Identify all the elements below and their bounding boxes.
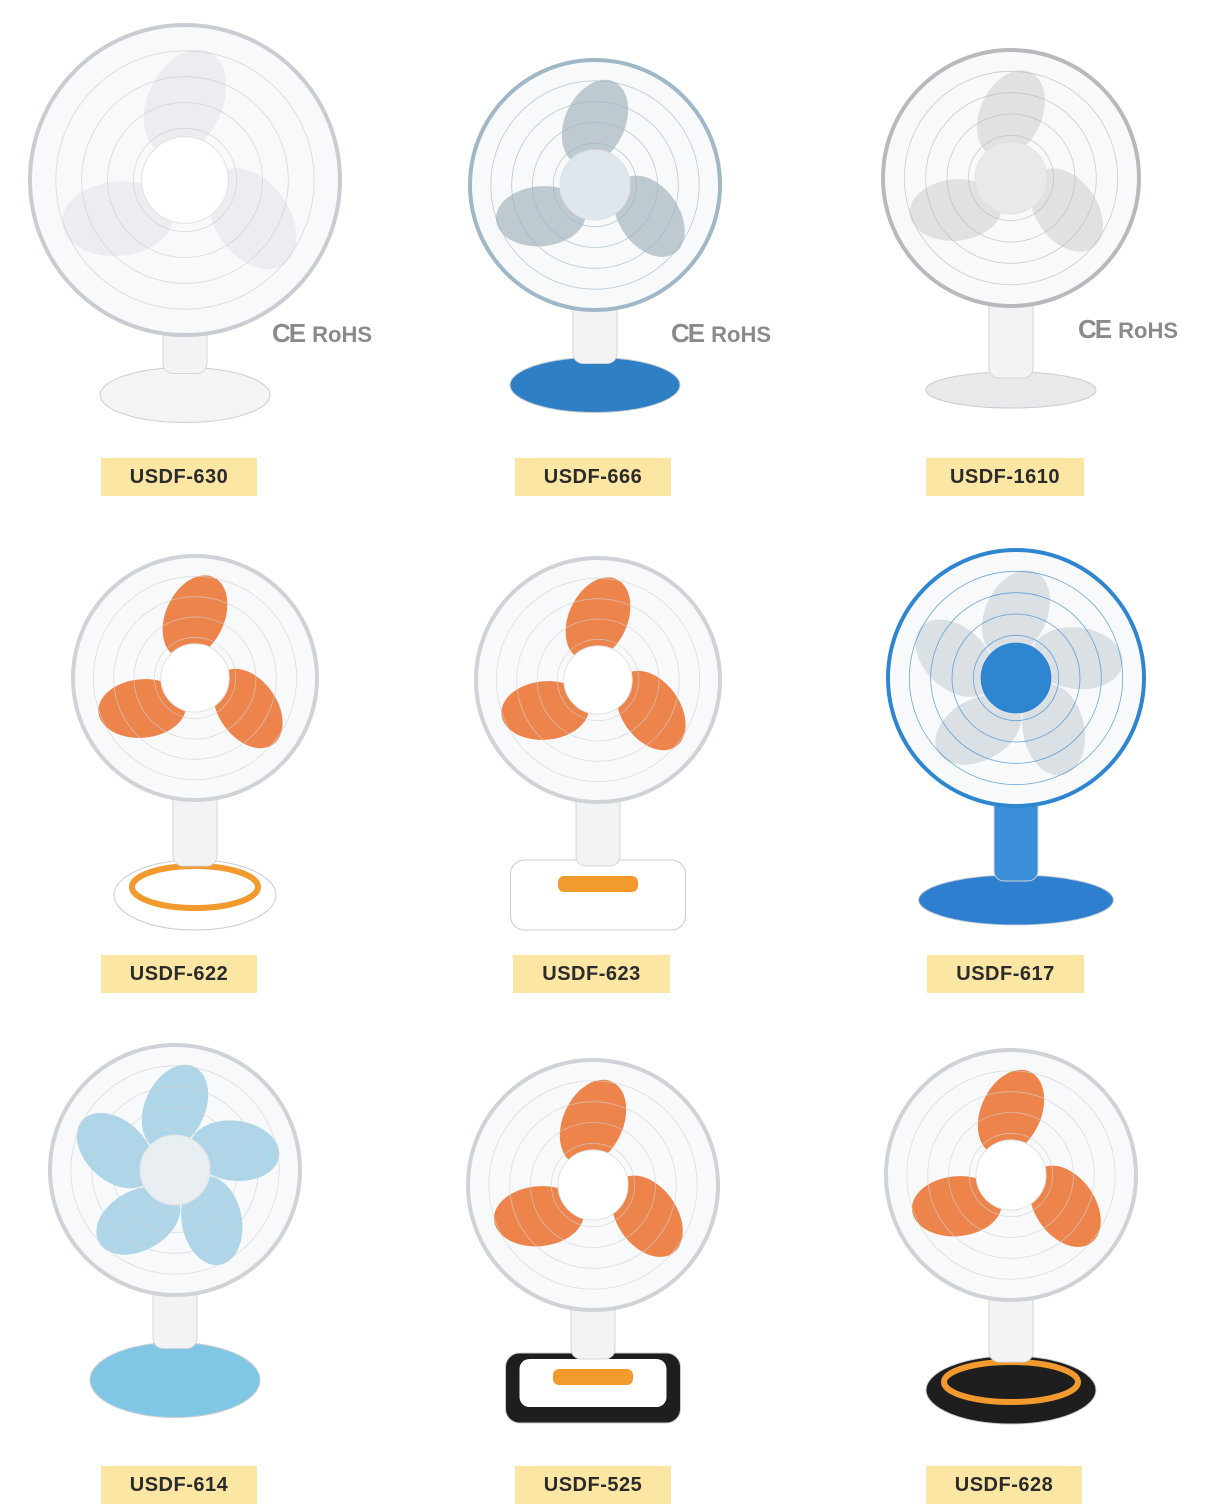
fan-image bbox=[884, 1048, 1138, 1425]
grill-wire bbox=[908, 570, 1124, 786]
grill-wire bbox=[112, 1107, 238, 1233]
grill-wire bbox=[488, 1080, 698, 1290]
model-label: USDF-525 bbox=[515, 1466, 671, 1504]
grill-wire bbox=[536, 618, 660, 742]
product-card[interactable]: CE RoHS USDF-666 bbox=[403, 0, 806, 500]
control-panel bbox=[558, 876, 638, 892]
fan-image bbox=[881, 48, 1141, 409]
certification-marks: CE RoHS bbox=[1078, 314, 1178, 345]
grill-wire bbox=[107, 102, 263, 258]
model-label: USDF-614 bbox=[101, 1466, 257, 1504]
fan-base bbox=[99, 367, 271, 423]
fan-image bbox=[474, 556, 722, 931]
grill-wire bbox=[951, 613, 1081, 743]
fan-hub bbox=[979, 641, 1053, 715]
fan-hub bbox=[975, 1139, 1047, 1211]
fan-image bbox=[468, 58, 722, 413]
ce-mark: CE bbox=[272, 318, 306, 348]
grill-wire bbox=[550, 1142, 636, 1228]
model-label: USDF-623 bbox=[513, 955, 670, 993]
fan-hub bbox=[139, 1134, 211, 1206]
rohs-mark: RoHS bbox=[312, 322, 373, 347]
grill-wire bbox=[903, 70, 1119, 286]
certification-marks: CE RoHS bbox=[272, 318, 372, 349]
product-card[interactable]: USDF-525 bbox=[403, 1000, 806, 1504]
product-card[interactable]: USDF-623 bbox=[403, 500, 806, 1000]
grill-wire bbox=[927, 1091, 1095, 1259]
grill-wire bbox=[133, 616, 257, 740]
fan-hub bbox=[559, 149, 631, 221]
grill-wire bbox=[948, 1112, 1074, 1238]
grill-wire bbox=[92, 575, 298, 781]
certification-marks: CE RoHS bbox=[671, 318, 771, 349]
model-label: USDF-666 bbox=[515, 458, 671, 496]
fan-base bbox=[89, 1342, 261, 1418]
model-label: USDF-1610 bbox=[926, 458, 1084, 496]
grill-wire bbox=[556, 638, 640, 722]
grill-wire bbox=[81, 76, 289, 284]
grill-wire bbox=[968, 1132, 1054, 1218]
grill-wire bbox=[906, 1070, 1116, 1280]
grill-wire bbox=[132, 127, 238, 233]
grill-wire bbox=[495, 577, 701, 783]
product-card[interactable]: USDF-628 bbox=[806, 1000, 1209, 1504]
grill-wire bbox=[967, 134, 1055, 222]
grill-wire bbox=[530, 1122, 656, 1248]
fan-base bbox=[918, 874, 1114, 926]
grill-wire bbox=[972, 634, 1060, 722]
grill-wire bbox=[113, 596, 277, 760]
fan-base bbox=[509, 357, 681, 413]
fan-image bbox=[71, 554, 319, 931]
product-card[interactable]: CE RoHS USDF-1610 bbox=[806, 0, 1209, 500]
grill-wire bbox=[55, 50, 315, 310]
fan-hub bbox=[141, 136, 229, 224]
grill-wire bbox=[946, 113, 1076, 243]
rohs-mark: RoHS bbox=[711, 322, 772, 347]
grill-wire bbox=[552, 142, 638, 228]
grill-wire bbox=[490, 80, 700, 290]
product-card[interactable]: USDF-617 bbox=[806, 500, 1209, 1000]
grill-wire bbox=[532, 122, 658, 248]
fan-image bbox=[886, 548, 1146, 926]
grill-wire bbox=[132, 1127, 218, 1213]
fan-hub bbox=[563, 645, 633, 715]
grill-wire bbox=[70, 1065, 280, 1275]
product-card[interactable]: CE RoHS USDF-630 bbox=[0, 0, 403, 500]
fan-image bbox=[48, 1043, 302, 1418]
fan-hub bbox=[160, 643, 230, 713]
grill-wire bbox=[511, 101, 679, 269]
grill-wire bbox=[153, 636, 237, 720]
product-card[interactable]: USDF-614 bbox=[0, 1000, 403, 1504]
fan-image bbox=[466, 1058, 720, 1424]
fan-hub bbox=[974, 141, 1048, 215]
ce-mark: CE bbox=[1078, 314, 1112, 344]
grill-wire bbox=[91, 1086, 259, 1254]
model-label: USDF-617 bbox=[927, 955, 1084, 993]
fan-image bbox=[28, 23, 342, 423]
grill-wire bbox=[509, 1101, 677, 1269]
control-panel bbox=[553, 1369, 633, 1385]
ce-mark: CE bbox=[671, 318, 705, 348]
grill-wire bbox=[925, 92, 1097, 264]
fan-hub bbox=[557, 1149, 629, 1221]
model-label: USDF-630 bbox=[101, 458, 257, 496]
product-card[interactable]: USDF-622 bbox=[0, 500, 403, 1000]
model-label: USDF-622 bbox=[101, 955, 257, 993]
model-label: USDF-628 bbox=[926, 1466, 1082, 1504]
rohs-mark: RoHS bbox=[1118, 318, 1179, 343]
grill-wire bbox=[930, 592, 1102, 764]
grill-wire bbox=[516, 598, 680, 762]
